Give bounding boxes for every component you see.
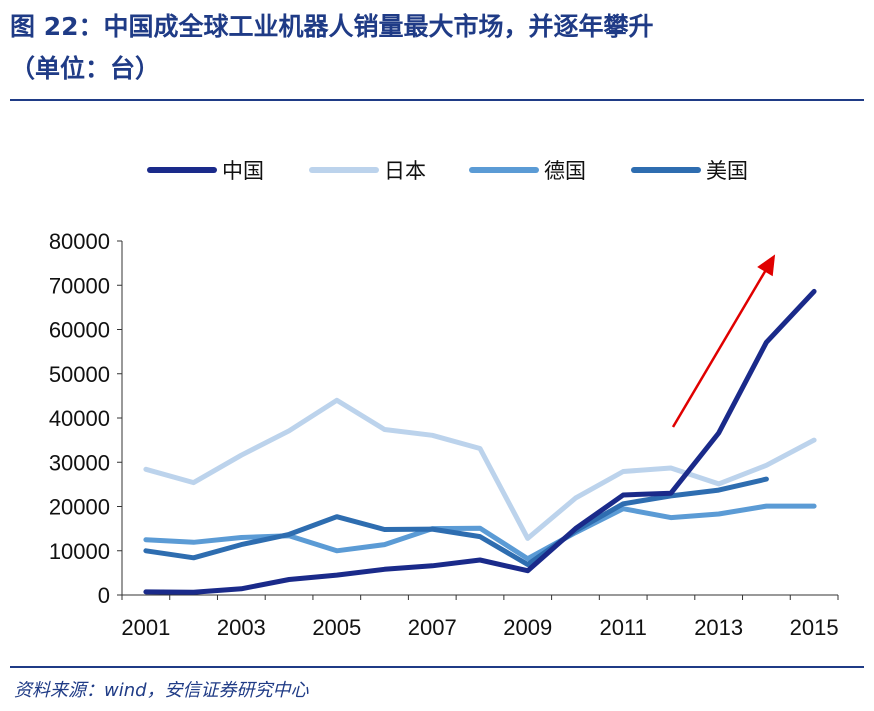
y-tick-label: 70000 [49, 273, 110, 298]
series-line-3 [143, 503, 817, 562]
legend-label-4: 美国 [706, 159, 748, 183]
legend-label-1: 中国 [222, 159, 264, 183]
y-tick-label: 40000 [49, 406, 110, 431]
series-line-4 [143, 476, 769, 567]
y-tick-label: 20000 [49, 495, 110, 520]
y-tick-label: 50000 [49, 362, 110, 387]
legend: 中国 日本 德国 美国 [147, 159, 748, 183]
figure-title-line-1: 图 22：中国成全球工业机器人销量最大市场，并逐年攀升 [10, 12, 654, 41]
series-line-2 [143, 397, 817, 541]
x-tick-label: 2009 [503, 615, 552, 640]
y-tick-label: 10000 [49, 539, 110, 564]
legend-label-3: 德国 [544, 159, 586, 183]
annotations [671, 254, 776, 428]
y-tick-label: 0 [98, 583, 110, 608]
y-tick-label: 60000 [49, 318, 110, 343]
footer-divider [10, 666, 864, 668]
title-divider [10, 99, 864, 101]
figure-title: 图 22：中国成全球工业机器人销量最大市场，并逐年攀升 （单位：台） [10, 6, 864, 90]
source-note: 资料来源：wind，安信证券研究中心 [14, 680, 309, 701]
x-tick-label: 2001 [121, 615, 170, 640]
legend-label-2: 日本 [384, 159, 426, 183]
y-tick-label: 30000 [49, 450, 110, 475]
axes: 0 10000 20000 30000 40000 50000 60000 70000 8000… [49, 229, 839, 640]
trend-arrow-shaft [671, 262, 772, 428]
y-tick-label: 80000 [49, 229, 110, 254]
figure-title-line-2: （单位：台） [10, 54, 161, 83]
x-tick-label: 2005 [312, 615, 361, 640]
x-tick-label: 2007 [408, 615, 457, 640]
trend-arrow-head [757, 254, 776, 277]
x-tick-label: 2003 [217, 615, 266, 640]
x-tick-label: 2015 [790, 615, 839, 640]
series-line-1 [143, 288, 817, 595]
x-tick-label: 2013 [694, 615, 743, 640]
x-tick-label: 2011 [600, 615, 647, 640]
series-lines [143, 288, 817, 595]
